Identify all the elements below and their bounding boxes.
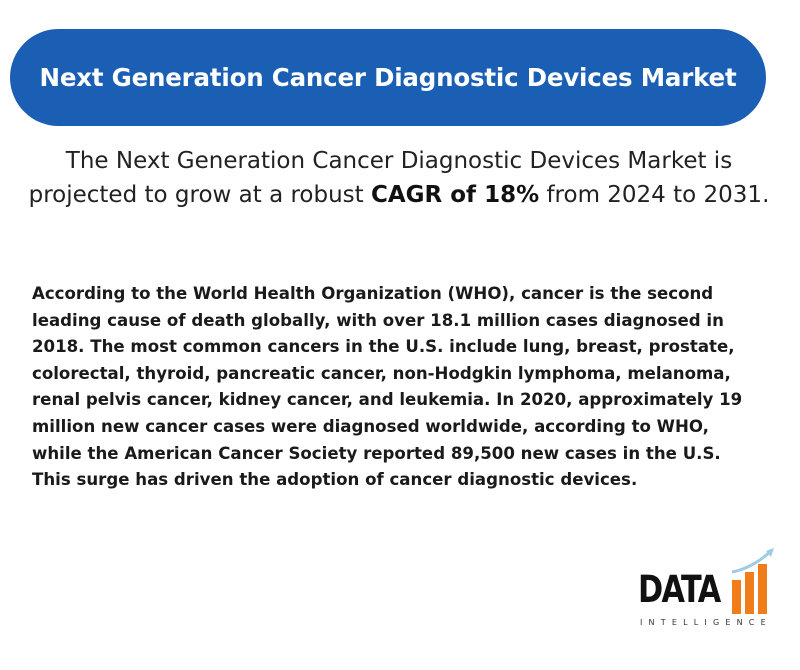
bar-chart-icon (731, 548, 774, 614)
data-intelligence-logo: DATA INTELLIGENCE (638, 546, 782, 630)
cagr-highlight: CAGR of 18% (370, 182, 540, 208)
logo-wordmark: DATA (638, 568, 721, 611)
lead-text-before: The Next Generation Cancer Diagnostic De… (28, 148, 733, 208)
arrow-head-icon (766, 548, 774, 557)
logo-bar-1 (732, 580, 741, 614)
logo-bar-2 (745, 572, 754, 614)
logo-subtitle: INTELLIGENCE (640, 618, 772, 627)
logo-bar-3 (758, 564, 767, 614)
page-title: Next Generation Cancer Diagnostic Device… (39, 63, 737, 92)
lead-statement: The Next Generation Cancer Diagnostic De… (10, 144, 788, 212)
body-paragraph: According to the World Health Organizati… (32, 284, 743, 490)
lead-text-after: from 2024 to 2031. (539, 182, 770, 208)
arrow-icon (731, 550, 771, 574)
title-banner: Next Generation Cancer Diagnostic Device… (10, 29, 766, 126)
